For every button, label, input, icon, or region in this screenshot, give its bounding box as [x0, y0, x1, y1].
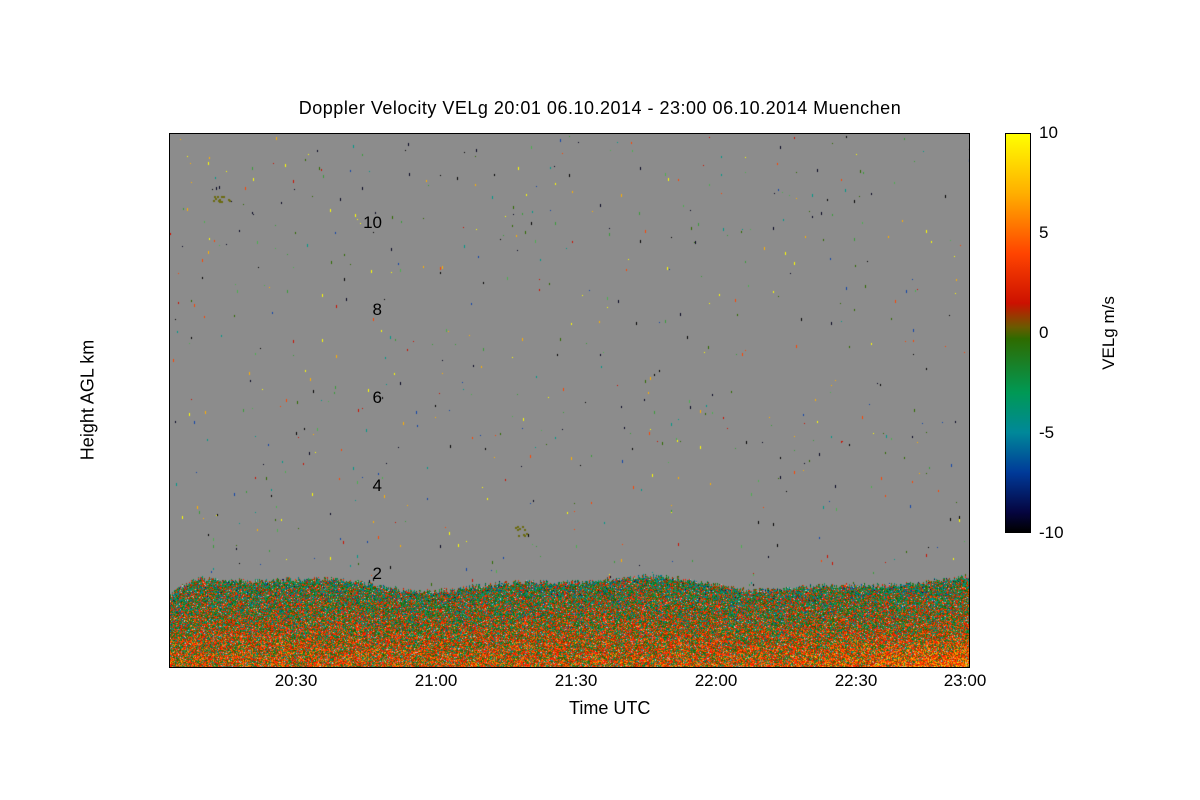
colorbar-tick-5: 5 — [1039, 223, 1048, 243]
x-tick-2300: 23:00 — [944, 671, 987, 691]
page-title: Doppler Velocity VELg 20:01 06.10.2014 -… — [0, 98, 1200, 119]
plot-window: Doppler Velocity VELg 20:01 06.10.2014 -… — [0, 0, 1200, 800]
heatmap-plot-area[interactable] — [169, 133, 970, 668]
x-tick-2230: 22:30 — [835, 671, 878, 691]
colorbar-tick-neg10: -10 — [1039, 523, 1064, 543]
x-tick-2130: 21:30 — [555, 671, 598, 691]
y-tick-6: 6 — [373, 388, 382, 408]
y-tick-4: 4 — [373, 476, 382, 496]
y-tick-2: 2 — [373, 564, 382, 584]
x-tick-2200: 22:00 — [695, 671, 738, 691]
colorbar-axis-label: VELg m/s — [1099, 296, 1119, 370]
colorbar-tick-0: 0 — [1039, 323, 1048, 343]
x-tick-2030: 20:30 — [275, 671, 318, 691]
y-tick-8: 8 — [373, 300, 382, 320]
doppler-velocity-heatmap[interactable] — [170, 134, 970, 668]
colorbar-gradient[interactable] — [1005, 133, 1031, 533]
colorbar-container[interactable]: 10 5 0 -5 -10 — [1005, 133, 1031, 533]
colorbar-tick-10: 10 — [1039, 123, 1058, 143]
x-axis-label: Time UTC — [569, 698, 650, 719]
y-axis-label: Height AGL km — [78, 340, 99, 460]
x-tick-2100: 21:00 — [415, 671, 458, 691]
y-tick-10: 10 — [363, 213, 382, 233]
colorbar-tick-neg5: -5 — [1039, 423, 1054, 443]
